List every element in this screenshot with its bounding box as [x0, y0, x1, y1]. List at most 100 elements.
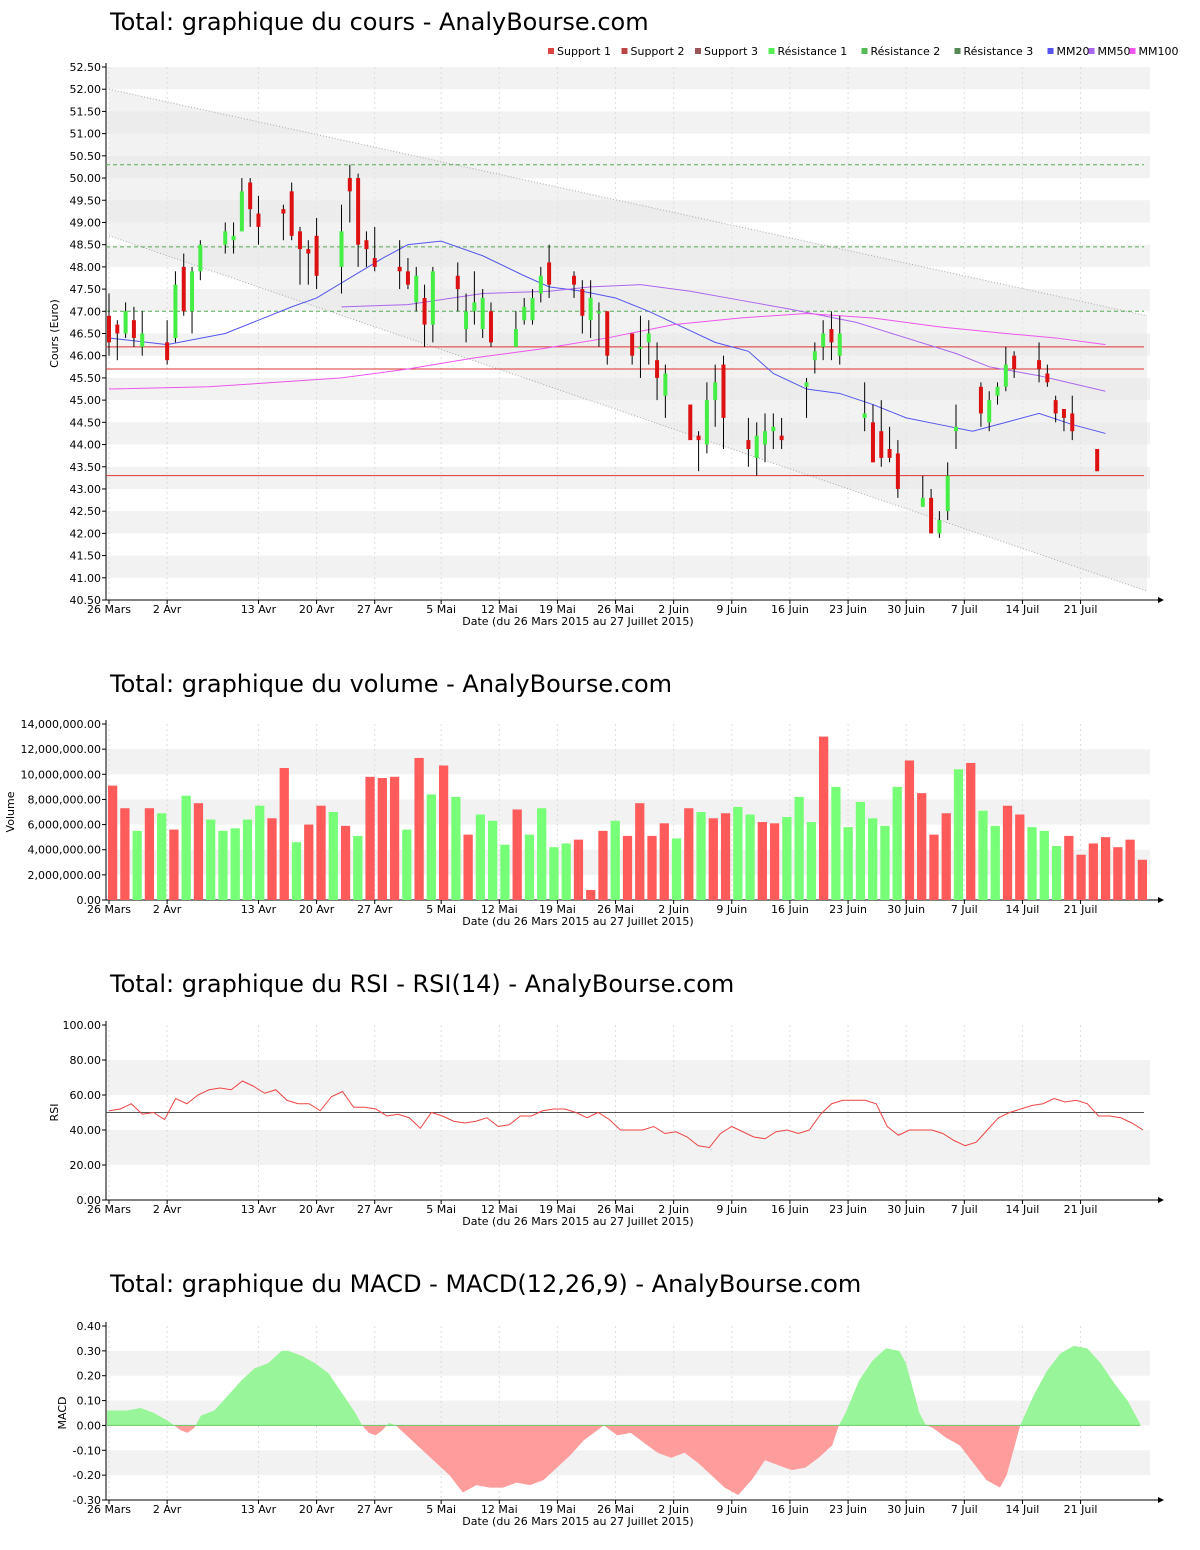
candle-body [937, 520, 942, 534]
candle [954, 404, 959, 449]
x-tick-label: 2 Juin [658, 1503, 689, 1516]
candle-body [779, 435, 784, 441]
candle [1045, 364, 1050, 387]
volume-bar [610, 820, 620, 900]
volume-bar [1002, 805, 1013, 900]
volume-bar [353, 835, 363, 900]
y-axis-label: RSI [48, 1104, 61, 1122]
volume-bar [1113, 847, 1123, 900]
x-tick-label: 16 Juin [771, 1503, 809, 1516]
candle-body [804, 382, 809, 387]
candle [713, 364, 718, 427]
volume-bar [157, 813, 167, 900]
x-axis-label: Date (du 26 Mars 2015 au 27 Juillet 2015… [462, 915, 693, 928]
x-tick-label: 7 Juil [951, 1503, 978, 1516]
volume-bar [819, 736, 829, 900]
volume-bar [1088, 843, 1098, 900]
candle [256, 195, 261, 245]
candle [372, 226, 377, 272]
candle-body [281, 209, 286, 214]
y-tick-label: 10,000,000.00 [21, 768, 101, 781]
y-tick-label: 0.00 [77, 1419, 102, 1432]
volume-bar [132, 830, 142, 900]
candle [123, 302, 128, 338]
candle-body [663, 373, 668, 396]
y-tick-label: 6,000,000.00 [28, 819, 101, 832]
candle-body [488, 311, 493, 343]
candle [588, 280, 593, 338]
x-tick-label: 2 Avr [153, 903, 182, 916]
candle-body [140, 333, 145, 347]
candle [1037, 342, 1042, 383]
volume-bar [1039, 830, 1049, 900]
y-tick-label: 0.00 [77, 1194, 102, 1207]
y-tick-label: 52.00 [70, 83, 102, 96]
y-tick-label: 49.00 [70, 216, 102, 229]
y-tick-label: 43.50 [70, 461, 102, 474]
volume-bar [990, 825, 1000, 900]
candle-body [131, 320, 136, 338]
candle-body [364, 240, 369, 250]
candle-body [190, 271, 195, 312]
y-tick-label: -0.20 [73, 1469, 101, 1482]
grid-band [106, 511, 1150, 534]
candle-body [655, 360, 660, 378]
legend-label: MM100 [1139, 45, 1179, 58]
volume-bar [843, 827, 853, 900]
y-tick-label: 12,000,000.00 [21, 743, 101, 756]
volume-bar [1064, 835, 1074, 900]
y-tick-label: -0.10 [73, 1444, 101, 1457]
candle-body [879, 431, 884, 458]
candle-body [945, 475, 950, 512]
y-tick-label: 2,000,000.00 [28, 869, 101, 882]
candle-body [522, 306, 527, 321]
candle [704, 382, 709, 454]
candle-body [480, 297, 485, 330]
legend-swatch [954, 48, 961, 54]
volume-bar [941, 813, 951, 900]
y-tick-label: 50.00 [70, 172, 102, 185]
volume-bar [635, 803, 645, 900]
volume-bar [169, 829, 179, 900]
y-tick-label: 43.00 [70, 483, 102, 496]
candle [646, 320, 651, 365]
trend-channel [109, 89, 1147, 592]
candle [746, 417, 751, 467]
y-tick-label: 51.50 [70, 105, 102, 118]
candle [538, 266, 543, 303]
legend-label: Support 1 [557, 45, 611, 58]
volume-bar [291, 842, 302, 900]
candle-body [289, 191, 294, 236]
candle-body [987, 400, 992, 423]
y-tick-label: 49.50 [70, 194, 102, 207]
legend-swatch [548, 48, 554, 54]
volume-bar [684, 808, 694, 900]
candle [688, 404, 693, 441]
candle-body [430, 271, 435, 325]
candle-body [405, 271, 410, 285]
volume-bar [831, 786, 841, 900]
candle-body [605, 311, 610, 356]
candle [248, 178, 253, 227]
candle [314, 218, 319, 290]
candle-body [920, 497, 925, 507]
candle [281, 204, 286, 241]
volume-bar [218, 830, 228, 900]
x-axis-arrow [1158, 1497, 1164, 1503]
candle-body [1070, 413, 1075, 432]
legend-swatch [1129, 48, 1136, 54]
candle-body [870, 422, 875, 463]
y-tick-label: 0.00 [77, 894, 102, 907]
candle [115, 320, 120, 361]
volume-bar [769, 823, 780, 900]
legend-swatch [768, 48, 775, 54]
volume-bar [475, 814, 486, 900]
candle [995, 382, 1000, 405]
candle [356, 173, 361, 267]
x-tick-label: 26 Mars [87, 903, 131, 916]
grid-band [106, 555, 1150, 578]
volume-bar [966, 762, 976, 900]
candle [289, 182, 294, 241]
candle-body [821, 333, 826, 347]
candle-body [256, 213, 261, 227]
